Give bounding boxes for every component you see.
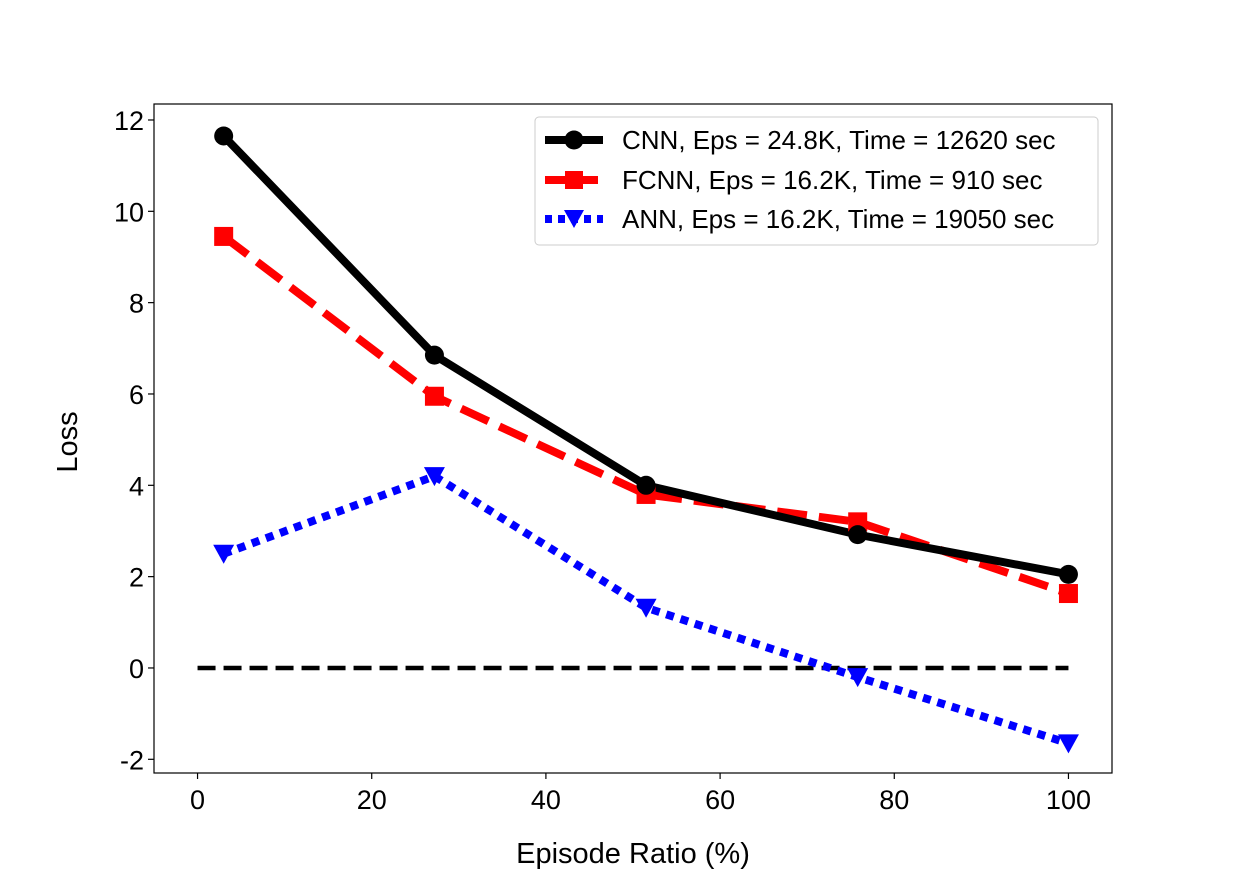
y-axis-ticks: -2 0 2 4 6 8 10 12 <box>114 106 154 775</box>
legend-marker-fcnn <box>565 171 583 189</box>
data-point-cnn <box>848 525 868 545</box>
legend-label-fcnn: FCNN, Eps = 16.2K, Time = 910 sec <box>622 165 1043 195</box>
x-axis-label: Episode Ratio (%) <box>516 838 750 869</box>
legend-label-cnn: CNN, Eps = 24.8K, Time = 12620 sec <box>622 125 1056 155</box>
data-point-ann <box>213 544 235 564</box>
y-axis-label: Loss <box>52 411 84 472</box>
y-tick-label: 10 <box>114 197 144 227</box>
data-point-fcnn <box>214 226 234 246</box>
x-tick-label: 100 <box>1046 785 1091 815</box>
data-point-fcnn <box>424 386 444 406</box>
plot-lines <box>197 126 1079 754</box>
y-tick-label: 4 <box>129 471 144 501</box>
legend-box <box>534 116 1099 246</box>
data-point-cnn <box>636 475 656 495</box>
x-axis-ticks: 0 20 40 60 80 100 <box>190 773 1091 815</box>
x-tick-label: 80 <box>879 785 909 815</box>
x-tick-label: 0 <box>190 785 205 815</box>
x-tick-label: 40 <box>531 785 561 815</box>
legend-entry-ann: ANN, Eps = 16.2K, Time = 19050 sec <box>545 204 1054 234</box>
data-point-cnn <box>424 345 444 365</box>
data-point-cnn <box>214 126 234 146</box>
data-point-ann <box>423 467 445 487</box>
data-point-cnn <box>1058 564 1078 584</box>
data-point-ann <box>847 668 869 688</box>
data-point-ann <box>1057 734 1079 754</box>
y-tick-label: 12 <box>114 106 144 136</box>
x-tick-label: 60 <box>705 785 735 815</box>
y-tick-label: 2 <box>129 563 144 593</box>
y-tick-label: 0 <box>129 654 144 684</box>
data-point-fcnn <box>1058 584 1078 604</box>
y-tick-label: 8 <box>129 289 144 319</box>
legend-entry-fcnn: FCNN, Eps = 16.2K, Time = 910 sec <box>545 165 1043 195</box>
y-tick-label: -2 <box>120 745 144 775</box>
y-tick-label: 6 <box>129 380 144 410</box>
legend-marker-cnn <box>564 130 584 150</box>
legend: CNN, Eps = 24.8K, Time = 12620 sec FCNN,… <box>534 116 1099 246</box>
legend-marker-ann <box>564 210 584 228</box>
legend-label-ann: ANN, Eps = 16.2K, Time = 19050 sec <box>622 204 1054 234</box>
series-line-ann <box>222 472 1070 748</box>
legend-entry-cnn: CNN, Eps = 24.8K, Time = 12620 sec <box>545 125 1056 155</box>
plot-frame <box>153 103 1113 774</box>
x-tick-label: 20 <box>357 785 387 815</box>
data-point-ann <box>635 598 657 618</box>
